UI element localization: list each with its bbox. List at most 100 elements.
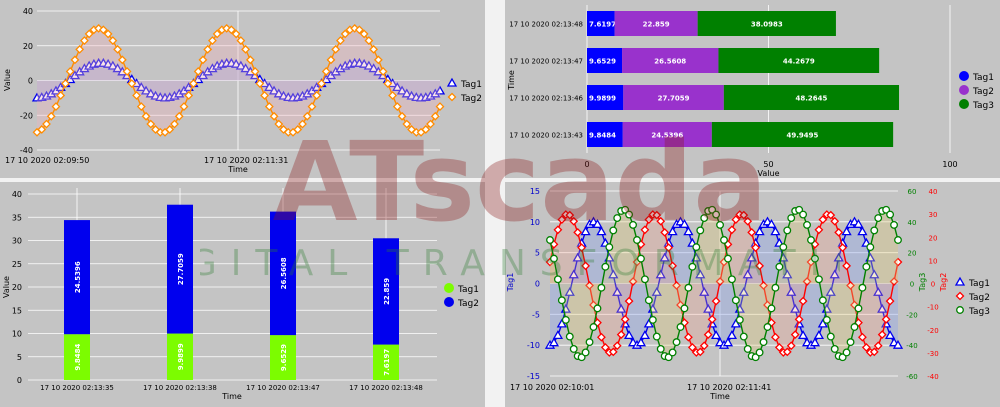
bar-tag2 xyxy=(167,204,193,334)
y-tick-label: 17 10 2020 02:13:46 xyxy=(509,95,583,103)
data-point-tag3 xyxy=(648,315,657,324)
bar-tag2 xyxy=(614,11,698,36)
y-axis-title-tag1: Tag1 xyxy=(506,273,515,293)
data-point-tag2 xyxy=(573,227,583,237)
data-point-tag2 xyxy=(652,210,662,220)
data-point-tag2 xyxy=(132,91,141,100)
bar-tag1 xyxy=(270,335,296,380)
data-label-tag2: 26.5608 xyxy=(280,257,288,289)
data-point-tag2 xyxy=(596,332,606,342)
data-label-tag1: 7.6197 xyxy=(383,349,391,376)
data-point-tag3 xyxy=(743,344,752,353)
y-tick-label-tag3: -40 xyxy=(906,342,917,350)
bar-tag1 xyxy=(587,11,615,36)
bar-tag1 xyxy=(587,85,624,110)
data-point-tag3 xyxy=(585,338,594,347)
data-point-tag3 xyxy=(731,296,740,305)
data-point-tag1 xyxy=(643,318,654,328)
data-label-tag2: 22.859 xyxy=(383,278,391,305)
data-point-tag1 xyxy=(580,226,591,236)
data-point-tag2 xyxy=(165,125,175,134)
data-point-tag2 xyxy=(331,44,341,54)
data-point-tag2 xyxy=(838,243,848,253)
legend-tag1-marker xyxy=(954,276,966,286)
x-tick-label: 17 10 2020 02:13:38 xyxy=(143,384,217,392)
data-point-tag2 xyxy=(203,44,213,54)
data-label-tag1: 9.9899 xyxy=(589,95,616,103)
bar-tag3 xyxy=(723,85,900,110)
data-label-tag3: 49.9495 xyxy=(787,132,819,140)
data-point-tag2 xyxy=(889,277,899,286)
data-point-tag3 xyxy=(870,226,879,235)
data-point-tag2 xyxy=(317,79,326,88)
data-point-tag1 xyxy=(639,330,651,340)
data-point-tag1 xyxy=(635,337,647,347)
data-point-tag1 xyxy=(770,226,781,236)
data-point-tag2 xyxy=(37,125,47,134)
data-point-tag1 xyxy=(556,318,567,328)
data-point-tag2 xyxy=(426,119,435,129)
series-area-tag2 xyxy=(37,28,440,133)
data-point-tag2 xyxy=(770,332,780,342)
y-tick-label-tag3: 60 xyxy=(908,188,917,196)
data-point-tag1 xyxy=(813,330,825,340)
bar-tag1 xyxy=(373,344,399,380)
data-point-tag3 xyxy=(700,214,709,223)
data-point-tag2 xyxy=(298,119,307,129)
data-point-tag3 xyxy=(803,220,811,229)
data-point-tag3 xyxy=(822,315,831,324)
data-point-tag3 xyxy=(676,323,685,331)
data-point-tag1 xyxy=(679,219,690,228)
horizontal-stacked-bar-chart: 0 50 100 17 10 2020 02:13:48 7.6197 22.859 38.… xyxy=(507,5,994,178)
data-point-tag2 xyxy=(569,216,579,226)
data-point-tag3 xyxy=(633,236,641,244)
data-label-tag3: 48.2645 xyxy=(795,95,827,103)
data-point-tag1 xyxy=(568,269,579,279)
data-point-tag2 xyxy=(193,67,203,76)
data-point-tag1 xyxy=(231,58,242,68)
data-point-tag2 xyxy=(383,79,393,88)
legend-tag2-swatch xyxy=(959,85,969,95)
data-point-tag3 xyxy=(818,296,827,305)
data-point-tag1 xyxy=(572,252,583,262)
data-point-tag3 xyxy=(775,262,784,271)
y-tick-label-tag1: -5 xyxy=(532,310,540,319)
data-point-tag1 xyxy=(703,303,714,313)
data-point-tag2 xyxy=(359,29,369,39)
y-tick-label: 5 xyxy=(17,353,22,362)
data-point-tag2 xyxy=(56,91,66,100)
y-tick-label-tag3: -60 xyxy=(906,373,917,381)
bar-tag2 xyxy=(270,211,296,336)
data-point-tag1 xyxy=(612,286,623,296)
data-point-tag2 xyxy=(711,296,721,306)
data-label-tag1: 9.9899 xyxy=(177,343,185,370)
y-tick-label-tag2: 0 xyxy=(931,281,935,289)
data-point-tag1 xyxy=(264,82,275,92)
y-tick-label-tag3: -20 xyxy=(906,311,917,319)
data-point-tag1 xyxy=(699,286,710,296)
data-point-tag3 xyxy=(858,283,867,292)
data-point-tag3 xyxy=(680,304,689,313)
data-point-tag1 xyxy=(401,88,412,98)
data-point-tag2 xyxy=(577,243,587,253)
data-point-tag1 xyxy=(651,286,662,296)
data-point-tag1 xyxy=(102,58,114,68)
legend-tag2-swatch xyxy=(444,297,454,307)
data-point-tag3 xyxy=(850,323,859,331)
data-point-tag2 xyxy=(814,225,824,235)
data-point-tag3 xyxy=(692,243,701,252)
data-point-tag2 xyxy=(739,210,749,220)
data-point-tag2 xyxy=(731,215,741,225)
legend-tag2-label: Tag2 xyxy=(460,94,482,104)
data-point-tag2 xyxy=(755,261,765,271)
legend-tag2-label: Tag2 xyxy=(968,293,990,303)
data-point-tag2 xyxy=(703,330,713,340)
y-tick-label: 20 xyxy=(23,42,33,51)
panel-top-left-line-chart: -40 -20 0 20 40 17 10 2020 02:09:50 17 10 2020… xyxy=(0,0,485,178)
data-point-tag1 xyxy=(884,330,896,340)
data-point-tag2 xyxy=(307,102,317,111)
data-point-tag2 xyxy=(656,216,666,226)
x-tick-label: 17 10 2020 02:11:41 xyxy=(687,383,771,392)
legend-tag3-marker xyxy=(956,306,964,314)
x-tick-label: 17 10 2020 02:09:50 xyxy=(5,156,89,165)
